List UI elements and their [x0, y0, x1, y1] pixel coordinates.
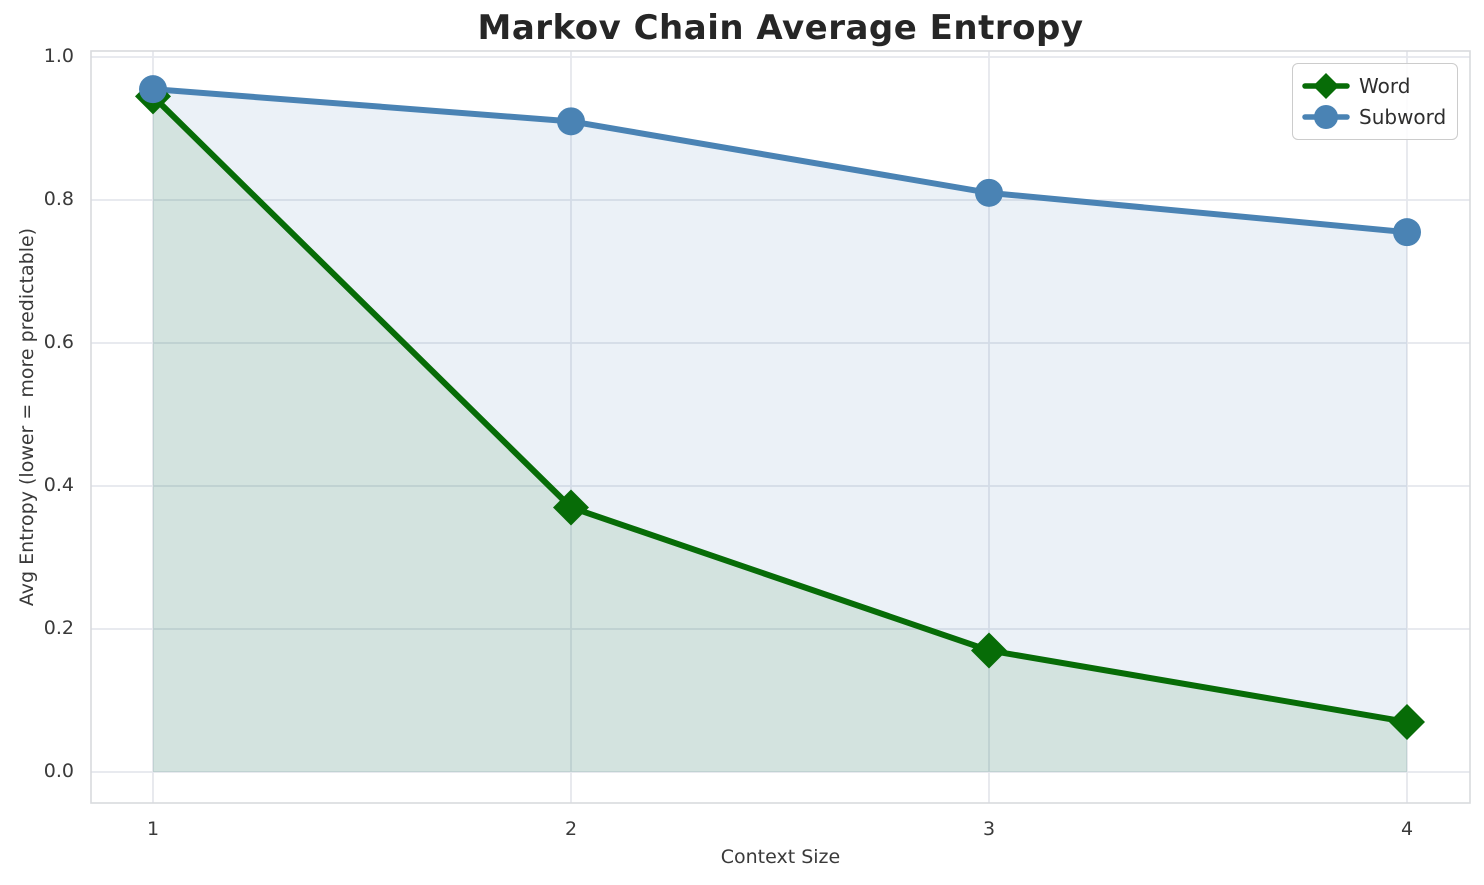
x-tick-label: 1: [146, 818, 160, 840]
y-tick-label: 0.0: [43, 760, 74, 782]
legend-label-word: Word: [1359, 74, 1411, 98]
y-axis-label: Avg Entropy (lower = more predictable): [16, 227, 38, 607]
marker-circle-subword: [557, 107, 585, 136]
line-subword: [150, 86, 1410, 236]
chart-title: Markov Chain Average Entropy: [477, 8, 1084, 48]
gridlines: [91, 51, 1470, 803]
y-tick-label: 0.2: [43, 617, 74, 639]
marker-circle-subword: [139, 75, 167, 104]
y-tick-label: 1.0: [43, 45, 74, 67]
marker-diamond-word: [1389, 703, 1425, 740]
x-tick-label: 2: [564, 818, 578, 840]
legend-item-subword: Subword: [1302, 103, 1447, 131]
area-fill-subword: [153, 89, 1407, 773]
line-word: [150, 93, 1410, 725]
subword-circle-marker-icon: [1302, 105, 1350, 129]
axes-frame: [90, 50, 1471, 804]
series-markers: [135, 75, 1425, 740]
legend-item-word: Word: [1302, 72, 1447, 100]
area-fill-word: [153, 96, 1407, 772]
x-axis-label: Context Size: [720, 846, 841, 868]
plot-frame: [90, 50, 1471, 804]
y-tick-label: 0.6: [43, 331, 74, 353]
marker-circle-subword: [975, 178, 1003, 207]
y-tick-label: 0.8: [43, 188, 74, 210]
marker-diamond-word: [971, 632, 1007, 669]
word-diamond-marker-icon: [1302, 73, 1350, 99]
legend: Word Subword: [1292, 63, 1458, 140]
x-tick-label: 4: [1400, 818, 1414, 840]
x-tick-label: 3: [982, 818, 996, 840]
y-tick-label: 0.4: [43, 474, 74, 496]
series-lines: [150, 86, 1410, 725]
marker-diamond-word: [553, 489, 589, 526]
area-fills: [153, 89, 1407, 773]
marker-circle-subword: [1393, 218, 1421, 247]
legend-label-subword: Subword: [1359, 105, 1447, 129]
